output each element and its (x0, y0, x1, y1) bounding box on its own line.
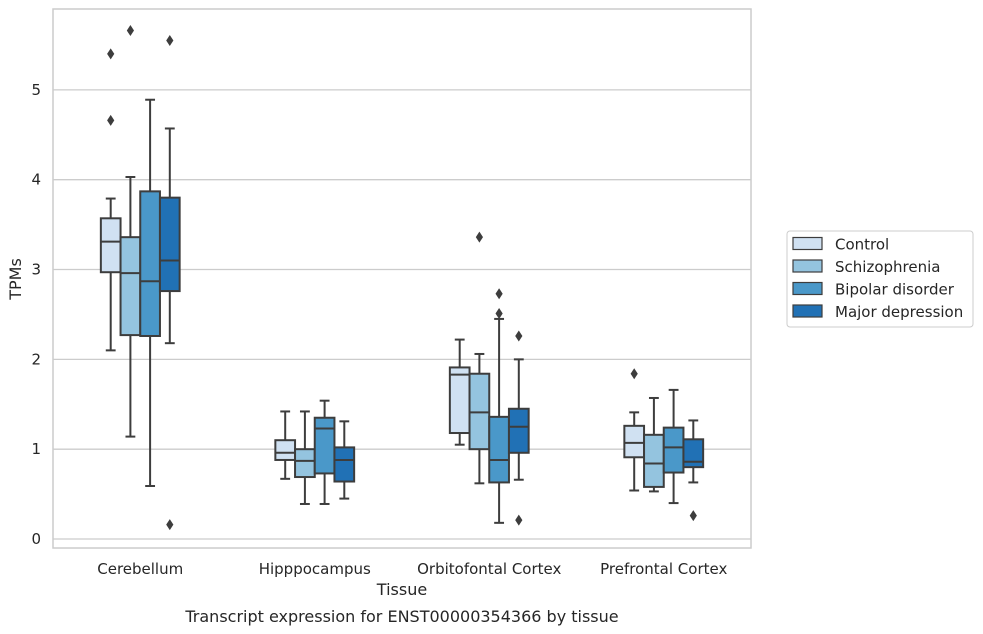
outlier-point (107, 48, 115, 60)
box-1-3 (333, 420, 356, 500)
y-tick-label: 2 (31, 350, 41, 368)
x-tick-label: Cerebellum (97, 560, 183, 578)
box-0-3 (158, 34, 181, 531)
box-3-3 (682, 419, 705, 522)
legend-swatch (792, 304, 823, 318)
legend-frame (786, 230, 974, 328)
outlier-point (515, 330, 523, 342)
legend-swatch (792, 259, 823, 273)
iqr-box (448, 366, 471, 435)
outlier-point (166, 34, 174, 46)
legend-swatch (792, 281, 823, 296)
x-axis-label: Tissue (376, 580, 427, 599)
iqr-box (139, 190, 161, 337)
iqr-box (488, 415, 510, 484)
outlier-point (495, 308, 503, 320)
legend-swatch (792, 236, 823, 251)
y-tick-label: 5 (31, 81, 41, 99)
x-tick-label: Hipppocampus (259, 560, 371, 578)
outlier-point (630, 368, 638, 380)
outlier-point (166, 519, 174, 531)
outlier-point (689, 510, 697, 522)
iqr-box (662, 426, 685, 474)
box-2-1 (468, 231, 491, 485)
outlier-point (126, 25, 134, 37)
y-axis-ticks: 0 1 2 3 4 5 (31, 81, 41, 548)
outlier-point (495, 288, 503, 300)
iqr-box (333, 446, 356, 483)
iqr-box (623, 424, 646, 459)
outlier-point (107, 114, 115, 126)
x-tick-label: Prefrontal Cortex (600, 560, 727, 578)
y-tick-label: 3 (31, 261, 41, 279)
iqr-box (643, 433, 665, 488)
x-axis-ticks: Cerebellum Hipppocampus Orbitofontal Corte… (97, 560, 727, 578)
iqr-box (507, 407, 530, 454)
legend-label: Bipolar disorder (835, 281, 955, 299)
y-tick-label: 1 (31, 440, 41, 458)
box-2-0 (448, 338, 471, 446)
legend-label: Control (835, 236, 889, 254)
box-0-1 (119, 25, 142, 438)
iqr-box (682, 438, 705, 469)
outlier-point (515, 514, 523, 526)
box-1-1 (294, 410, 316, 505)
iqr-box (158, 196, 181, 293)
iqr-box (294, 448, 316, 479)
box-2-2 (488, 288, 510, 524)
outlier-point (475, 231, 483, 243)
legend-label: Major depression (835, 303, 963, 321)
iqr-box (274, 439, 297, 461)
legend-label: Schizophrenia (835, 258, 940, 276)
y-tick-label: 4 (31, 171, 41, 189)
boxes-layer (99, 25, 705, 531)
box-1-2 (313, 399, 336, 505)
chart-caption: Transcript expression for ENST0000035436… (184, 607, 618, 626)
legend: Control Schizophrenia Bipolar disorder Majo… (786, 230, 974, 328)
box-2-3 (507, 330, 530, 526)
y-axis-label: TPMs (6, 258, 25, 301)
x-tick-label: Orbitofontal Cortex (417, 560, 561, 578)
iqr-box (313, 416, 336, 475)
iqr-box (119, 236, 142, 337)
y-tick-label: 0 (31, 530, 41, 548)
iqr-box (99, 217, 122, 274)
